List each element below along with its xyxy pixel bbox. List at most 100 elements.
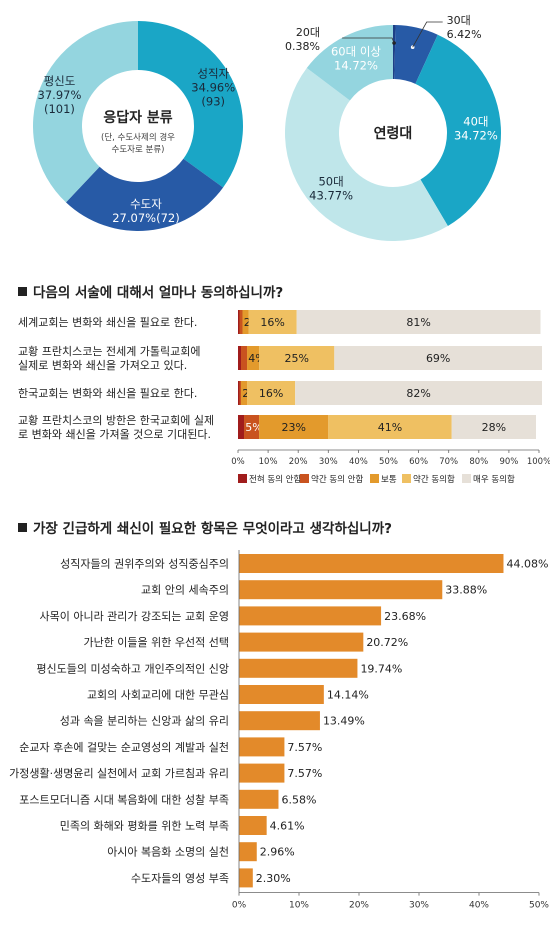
bar-category-label: 수도자들의 영성 부족 [131, 872, 229, 885]
q2-title-row: 가장 긴급하게 쇄신이 필요한 항목은 무엇이라고 생각하십니까? [18, 517, 392, 537]
legend-label: 전혀 동의 안함 [249, 474, 302, 485]
bar [239, 789, 279, 809]
bar-category-label: 사목이 아니라 관리가 강조되는 교회 운영 [39, 610, 229, 623]
bar [239, 606, 382, 626]
bar-value-label: 44.08% [506, 558, 548, 571]
data-label: 41% [378, 421, 402, 434]
x-tick-label: 50% [379, 457, 398, 467]
pie-center-title: 연령대 [374, 126, 413, 142]
bar [239, 737, 285, 757]
slice-label: 60대 이상 [331, 45, 381, 59]
data-label: 28% [482, 421, 506, 434]
bar-category-label: 평신도들의 미성숙하고 개인주의적인 신앙 [36, 661, 229, 675]
data-label: 25% [284, 352, 308, 365]
x-tick-label: 60% [409, 457, 428, 467]
bar-category-label: 성직자들의 권위주의와 성직중심주의 [60, 558, 229, 571]
bar-category-label: 민족의 화해와 평화를 위한 노력 부족 [60, 819, 229, 833]
x-tick-label: 10% [259, 457, 278, 467]
bar-segment [244, 415, 260, 439]
x-tick-label: 20% [349, 901, 369, 911]
x-tick-label: 30% [319, 457, 338, 467]
bar [239, 658, 358, 678]
pie-slice-2 [65, 158, 224, 231]
bar [239, 632, 364, 652]
bar-value-label: 20.72% [366, 636, 408, 649]
bar-category-label: 교회 안의 세속주의 [141, 584, 229, 597]
slice-label: 50대 [318, 174, 343, 188]
x-tick-label: 50% [529, 901, 549, 911]
slice-value: 6.42% [447, 28, 482, 41]
section-square-icon [18, 523, 27, 532]
slice-value: 0.38% [285, 40, 320, 53]
slice-value: 34.72% [454, 129, 498, 143]
x-tick-label: 0% [231, 457, 245, 467]
bar [239, 580, 443, 600]
bar-segment [247, 346, 260, 370]
bar-segment [239, 381, 242, 405]
x-tick-label: 100% [527, 457, 550, 467]
data-label: 16% [260, 316, 284, 329]
bar-category-label: 포스트모더니즘 시대 복음화에 대한 성찰 부족 [19, 793, 229, 806]
bar-segment [238, 415, 245, 439]
bar [239, 868, 253, 888]
bar-value-label: 2.96% [260, 846, 295, 859]
legend-label: 보통 [381, 475, 397, 485]
agreement-stacked-bar-chart: 세계교회는 변화와 쇄신을 필요로 한다. 교황 프란치스코는 전세계 가톨릭교회… [18, 310, 550, 485]
bar-category-label: 가난한 이들을 위한 우선적 선택 [83, 636, 229, 649]
bar-segment [241, 346, 248, 370]
pie-slice-3 [415, 34, 502, 227]
pie-center-title: 응답자 분류 [103, 109, 172, 126]
bar [239, 763, 285, 783]
row-label: 교황 프란치스코의 방한은 한국교회에 실제 [18, 414, 214, 427]
bar [239, 842, 257, 862]
bar-segment [241, 381, 248, 405]
data-label: 16% [259, 387, 283, 400]
row-label: 실제로 변화와 쇄신을 가져오고 있다. [18, 359, 187, 372]
renewal-priority-bar-chart: 성직자들의 권위주의와 성직중심주의 44.08% 교회 안의 세속주의 33.88%… [9, 550, 549, 911]
slice-label: 성직자 [197, 67, 229, 81]
bar-segment [238, 310, 240, 334]
slice-value: 43.77% [309, 188, 353, 202]
pie-center-note: (단, 수도사제의 경우 [101, 132, 175, 143]
q1-title: 다음의 서술에 대해서 얼마나 동의하십니까? [33, 285, 284, 301]
bar [239, 816, 267, 835]
bar-segment [295, 381, 543, 405]
slice-label: 40대 [463, 115, 488, 129]
data-label: 82% [406, 387, 430, 400]
row-label: 세계교회는 변화와 쇄신을 필요로 한다. [18, 316, 197, 329]
leader-line [342, 37, 395, 44]
slice-count: (93) [201, 95, 225, 109]
bar-segment [238, 346, 242, 370]
x-tick-label: 40% [469, 901, 489, 911]
leader-line [412, 21, 443, 48]
row-label: 로 변화와 쇄신을 가져올 것으로 기대된다. [18, 428, 211, 441]
bar-segment [451, 415, 536, 439]
slice-value: 34.96% [191, 81, 235, 95]
bar-segment [242, 310, 249, 334]
legend-swatch [402, 474, 411, 483]
bar-value-label: 2.30% [256, 872, 291, 885]
data-label: 5% [245, 421, 262, 434]
slice-value: 14.72% [334, 59, 378, 73]
bar-category-label: 아시아 복음화 소명의 실천 [107, 845, 229, 859]
bar-value-label: 6.58% [281, 793, 316, 806]
x-tick-label: 80% [469, 457, 488, 467]
bar-value-label: 4.61% [270, 820, 305, 833]
section-square-icon [18, 287, 27, 296]
pie-slice-4 [284, 67, 448, 242]
bar [239, 685, 324, 704]
bar-value-label: 23.68% [384, 610, 426, 623]
slice-label: 30대 [447, 14, 471, 27]
bar-segment [239, 310, 243, 334]
pie-center-note: 수도자로 분류) [112, 145, 165, 155]
x-tick-label: 40% [349, 457, 368, 467]
bar-segment [334, 346, 543, 370]
bar-segment [328, 415, 452, 439]
bar [239, 554, 504, 573]
x-tick-label: 20% [289, 457, 308, 467]
bar-value-label: 7.57% [287, 741, 322, 754]
legend-label: 약간 동의함 [413, 474, 455, 485]
x-tick-label: 10% [289, 901, 309, 911]
